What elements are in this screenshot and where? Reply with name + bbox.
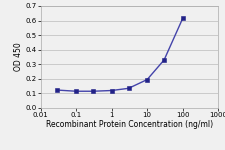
X-axis label: Recombinant Protein Concentration (ng/ml): Recombinant Protein Concentration (ng/ml…	[46, 120, 213, 129]
Y-axis label: OD 450: OD 450	[14, 43, 23, 71]
